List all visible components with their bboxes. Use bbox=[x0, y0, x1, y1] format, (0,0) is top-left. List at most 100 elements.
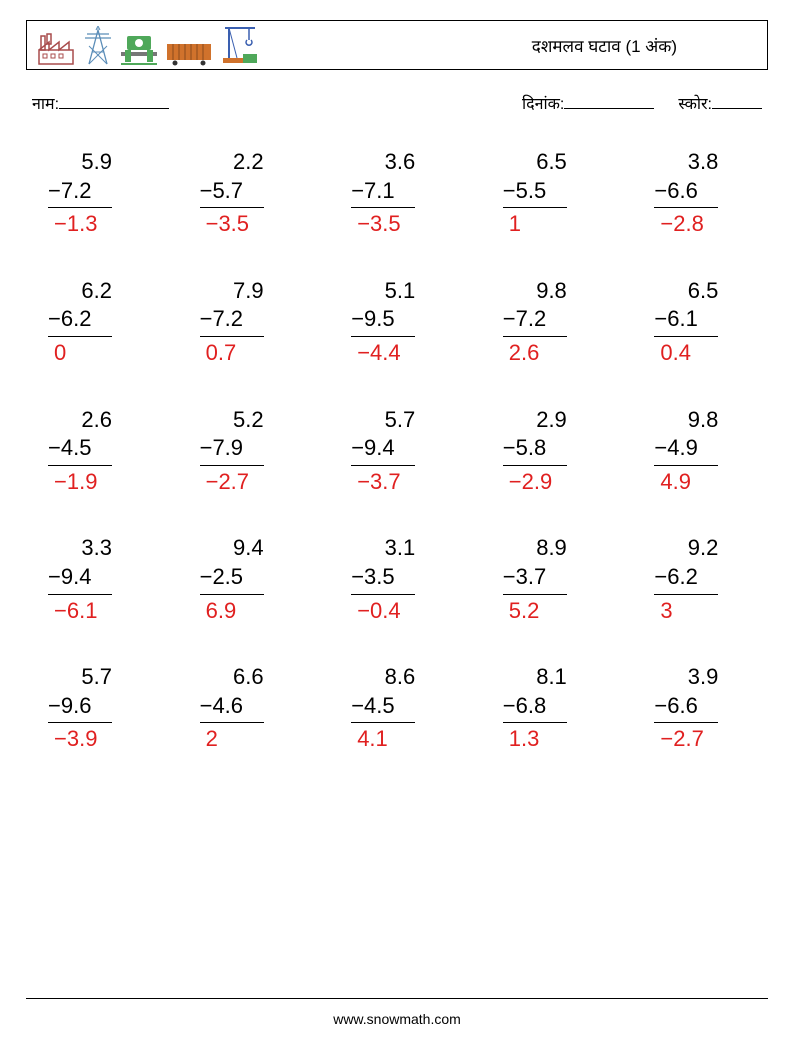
problem: 3.6−7.1−3.5 bbox=[339, 148, 455, 239]
factory-icon bbox=[37, 30, 77, 66]
subtrahend: −7.2 bbox=[48, 177, 112, 209]
subtrahend: −4.5 bbox=[351, 692, 415, 724]
minuend: 8.9 bbox=[503, 534, 567, 563]
subtrahend: −3.7 bbox=[503, 563, 567, 595]
worksheet-page: दशमलव घटाव (1 अंक) नाम: दिनांक: स्कोर: 5… bbox=[0, 0, 794, 1053]
answer: −3.9 bbox=[48, 723, 112, 754]
answer: 5.2 bbox=[503, 595, 567, 626]
answer: 0 bbox=[48, 337, 112, 368]
minuend: 9.8 bbox=[503, 277, 567, 306]
answer: −2.7 bbox=[200, 466, 264, 497]
answer: 4.9 bbox=[654, 466, 718, 497]
minuend: 6.5 bbox=[503, 148, 567, 177]
problem: 5.2−7.9−2.7 bbox=[188, 406, 304, 497]
subtrahend: −9.4 bbox=[48, 563, 112, 595]
answer: −3.5 bbox=[200, 208, 264, 239]
answer: −0.4 bbox=[351, 595, 415, 626]
problem: 5.7−9.4−3.7 bbox=[339, 406, 455, 497]
minuend: 2.6 bbox=[48, 406, 112, 435]
problem: 6.6−4.62 bbox=[188, 663, 304, 754]
problem: 3.1−3.5−0.4 bbox=[339, 534, 455, 625]
subtrahend: −7.1 bbox=[351, 177, 415, 209]
subtrahend: −7.2 bbox=[200, 305, 264, 337]
minuend: 3.8 bbox=[654, 148, 718, 177]
problem: 9.4−2.56.9 bbox=[188, 534, 304, 625]
score-label: स्कोर: bbox=[678, 92, 712, 114]
subtrahend: −5.7 bbox=[200, 177, 264, 209]
answer: 2 bbox=[200, 723, 264, 754]
problem: 6.2−6.20 bbox=[36, 277, 152, 368]
subtrahend: −5.5 bbox=[503, 177, 567, 209]
problem: 3.9−6.6−2.7 bbox=[642, 663, 758, 754]
answer: −3.7 bbox=[351, 466, 415, 497]
header-icons bbox=[37, 24, 259, 66]
answer: −2.8 bbox=[654, 208, 718, 239]
name-blank[interactable] bbox=[59, 93, 169, 109]
subtrahend: −2.5 bbox=[200, 563, 264, 595]
problem: 8.9−3.75.2 bbox=[491, 534, 607, 625]
minuend: 5.1 bbox=[351, 277, 415, 306]
problem: 2.2−5.7−3.5 bbox=[188, 148, 304, 239]
meta-row: नाम: दिनांक: स्कोर: bbox=[26, 92, 768, 114]
minuend: 3.9 bbox=[654, 663, 718, 692]
minuend: 5.7 bbox=[351, 406, 415, 435]
answer: −1.9 bbox=[48, 466, 112, 497]
minuend: 2.2 bbox=[200, 148, 264, 177]
containers-icon bbox=[165, 36, 213, 66]
answer: 3 bbox=[654, 595, 718, 626]
tower-icon bbox=[83, 26, 113, 66]
problem: 9.8−7.22.6 bbox=[491, 277, 607, 368]
problem: 2.6−4.5−1.9 bbox=[36, 406, 152, 497]
problem: 7.9−7.20.7 bbox=[188, 277, 304, 368]
minuend: 6.5 bbox=[654, 277, 718, 306]
minuend: 3.6 bbox=[351, 148, 415, 177]
minuend: 5.2 bbox=[200, 406, 264, 435]
subtrahend: −6.1 bbox=[654, 305, 718, 337]
subtrahend: −6.2 bbox=[654, 563, 718, 595]
subtrahend: −7.2 bbox=[503, 305, 567, 337]
minuend: 5.9 bbox=[48, 148, 112, 177]
subtrahend: −4.9 bbox=[654, 434, 718, 466]
minuend: 3.3 bbox=[48, 534, 112, 563]
minuend: 9.2 bbox=[654, 534, 718, 563]
problem: 5.7−9.6−3.9 bbox=[36, 663, 152, 754]
answer: 1 bbox=[503, 208, 567, 239]
problem: 3.3−9.4−6.1 bbox=[36, 534, 152, 625]
problem: 6.5−5.51 bbox=[491, 148, 607, 239]
subtrahend: −7.9 bbox=[200, 434, 264, 466]
answer: −3.5 bbox=[351, 208, 415, 239]
minuend: 3.1 bbox=[351, 534, 415, 563]
subtrahend: −6.6 bbox=[654, 692, 718, 724]
problem: 5.9−7.2−1.3 bbox=[36, 148, 152, 239]
problem: 8.1−6.81.3 bbox=[491, 663, 607, 754]
subtrahend: −6.2 bbox=[48, 305, 112, 337]
minuend: 8.1 bbox=[503, 663, 567, 692]
subtrahend: −6.6 bbox=[654, 177, 718, 209]
subtrahend: −4.6 bbox=[200, 692, 264, 724]
subtrahend: −5.8 bbox=[503, 434, 567, 466]
worksheet-title: दशमलव घटाव (1 अंक) bbox=[532, 34, 757, 57]
minuend: 8.6 bbox=[351, 663, 415, 692]
date-blank[interactable] bbox=[564, 93, 654, 109]
machine-icon bbox=[119, 30, 159, 66]
answer: 0.4 bbox=[654, 337, 718, 368]
name-label: नाम: bbox=[32, 92, 59, 114]
subtrahend: −6.8 bbox=[503, 692, 567, 724]
footer-text: www.snowmath.com bbox=[0, 1011, 794, 1027]
minuend: 7.9 bbox=[200, 277, 264, 306]
header-bar: दशमलव घटाव (1 अंक) bbox=[26, 20, 768, 70]
date-label: दिनांक: bbox=[522, 92, 564, 114]
minuend: 6.6 bbox=[200, 663, 264, 692]
answer: −2.9 bbox=[503, 466, 567, 497]
answer: 4.1 bbox=[351, 723, 415, 754]
score-blank[interactable] bbox=[712, 93, 762, 109]
problem: 6.5−6.10.4 bbox=[642, 277, 758, 368]
subtrahend: −9.6 bbox=[48, 692, 112, 724]
answer: 2.6 bbox=[503, 337, 567, 368]
answer: 0.7 bbox=[200, 337, 264, 368]
minuend: 9.4 bbox=[200, 534, 264, 563]
minuend: 2.9 bbox=[503, 406, 567, 435]
subtrahend: −4.5 bbox=[48, 434, 112, 466]
minuend: 6.2 bbox=[48, 277, 112, 306]
subtrahend: −3.5 bbox=[351, 563, 415, 595]
